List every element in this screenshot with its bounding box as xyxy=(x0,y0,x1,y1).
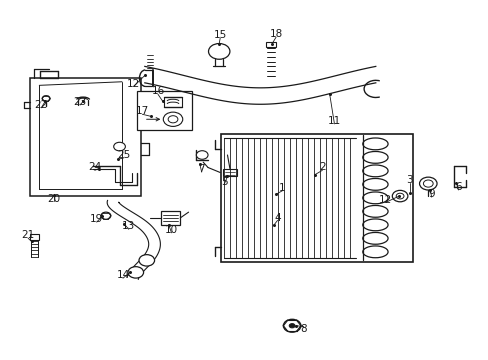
Text: 6: 6 xyxy=(454,182,461,192)
Circle shape xyxy=(139,255,154,266)
Bar xyxy=(266,42,276,47)
Text: 2: 2 xyxy=(318,162,325,172)
Text: 9: 9 xyxy=(427,189,434,199)
Text: 20: 20 xyxy=(47,194,61,203)
Bar xyxy=(30,234,39,240)
Circle shape xyxy=(395,193,403,199)
Text: 17: 17 xyxy=(136,107,149,116)
Bar xyxy=(221,134,412,262)
Circle shape xyxy=(163,112,183,126)
Circle shape xyxy=(128,267,143,278)
Text: 12: 12 xyxy=(378,195,391,204)
Text: 4: 4 xyxy=(274,212,280,222)
Text: 3: 3 xyxy=(406,175,412,185)
Text: 1: 1 xyxy=(279,183,285,193)
Text: 8: 8 xyxy=(300,324,306,334)
Text: 24: 24 xyxy=(88,162,101,172)
Text: 14: 14 xyxy=(116,270,129,280)
Circle shape xyxy=(114,142,125,151)
Text: 22: 22 xyxy=(35,100,48,110)
Text: 15: 15 xyxy=(213,30,226,40)
Circle shape xyxy=(196,151,207,159)
Bar xyxy=(161,211,180,225)
Text: 21: 21 xyxy=(21,230,35,240)
Text: 12: 12 xyxy=(127,78,140,89)
Circle shape xyxy=(168,116,178,123)
Circle shape xyxy=(42,96,50,102)
Text: 13: 13 xyxy=(122,221,135,231)
Text: 19: 19 xyxy=(90,214,103,224)
Circle shape xyxy=(288,324,294,328)
Text: 23: 23 xyxy=(73,97,86,107)
Circle shape xyxy=(283,319,300,332)
Text: 16: 16 xyxy=(151,86,164,96)
Bar xyxy=(30,78,141,196)
Text: 7: 7 xyxy=(198,164,204,174)
Text: 11: 11 xyxy=(327,116,340,126)
Circle shape xyxy=(391,190,407,202)
Circle shape xyxy=(208,44,229,59)
Text: 25: 25 xyxy=(117,150,130,160)
Text: 10: 10 xyxy=(164,225,178,235)
Circle shape xyxy=(423,180,432,187)
Bar xyxy=(222,168,237,176)
Circle shape xyxy=(419,177,436,190)
Text: 18: 18 xyxy=(269,29,282,39)
Bar xyxy=(136,91,192,130)
Text: 5: 5 xyxy=(220,177,227,187)
Circle shape xyxy=(101,212,111,219)
